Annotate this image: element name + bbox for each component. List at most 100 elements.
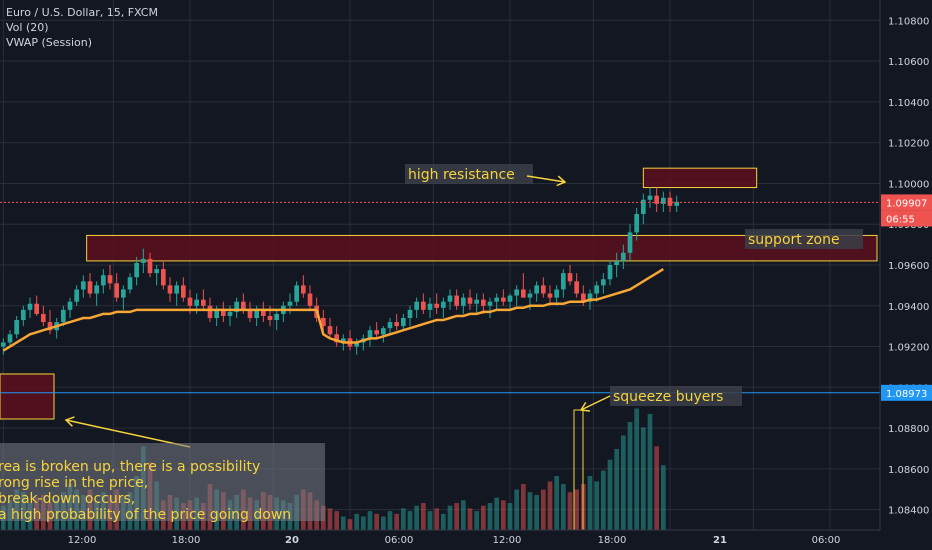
candle-body xyxy=(354,342,359,347)
candle-body xyxy=(381,328,386,335)
candle-body xyxy=(81,281,86,290)
support-zone-label-bg xyxy=(745,229,863,249)
candle-body xyxy=(154,269,159,274)
volume-bar xyxy=(481,505,486,530)
resistance-arrow xyxy=(526,175,566,183)
candle-body xyxy=(387,322,393,329)
time-tick-label: 21 xyxy=(713,535,727,546)
price-tick-label: 1.10000 xyxy=(888,179,929,190)
candle-body xyxy=(461,297,466,306)
volume-bar xyxy=(361,516,366,530)
candle-body xyxy=(534,285,539,294)
volume-bar xyxy=(401,508,406,530)
candle-body xyxy=(601,279,606,286)
volume-bar xyxy=(641,427,646,530)
candle-body xyxy=(647,195,653,200)
time-tick-label: 12:00 xyxy=(68,535,97,546)
volume-bar xyxy=(474,511,479,530)
volume-bar xyxy=(654,446,659,530)
volume-bar xyxy=(394,513,399,530)
candle-body xyxy=(101,275,106,286)
price-tick-label: 1.10400 xyxy=(888,98,929,109)
candle-body xyxy=(567,273,573,282)
candle-body xyxy=(341,338,346,343)
volume-bar xyxy=(634,408,639,530)
price-tick-label: 1.10200 xyxy=(888,139,929,150)
countdown-tag: 06:55 xyxy=(886,214,915,225)
candle-body xyxy=(114,283,119,298)
volume-bar xyxy=(494,497,499,530)
volume-bar xyxy=(507,503,513,530)
candle-body xyxy=(541,285,546,294)
candle-body xyxy=(521,289,526,298)
legend-vwap[interactable]: VWAP (Session) xyxy=(6,36,93,49)
candle-body xyxy=(434,303,439,308)
note-line: rea is broken up, there is a possibility xyxy=(0,459,260,475)
grid xyxy=(0,0,880,530)
volume-bar xyxy=(367,511,373,530)
volume-bar xyxy=(574,489,579,530)
volume-bar xyxy=(434,508,439,530)
candle-body xyxy=(187,297,193,306)
candle-body xyxy=(234,301,239,312)
candle-body xyxy=(21,309,26,321)
candle-body xyxy=(614,260,619,265)
volume-bar xyxy=(421,503,426,530)
note-box[interactable] xyxy=(0,443,325,521)
time-axis-bg xyxy=(0,530,932,550)
volume-bar xyxy=(374,513,379,530)
candle-body xyxy=(254,309,259,318)
candle-body xyxy=(561,273,566,290)
volume-bar xyxy=(587,476,593,530)
note-line: break-down occurs, xyxy=(0,491,135,507)
note-arrow xyxy=(65,419,191,448)
volume-bar xyxy=(614,449,619,530)
candle-body xyxy=(34,303,39,314)
candle-body xyxy=(401,318,406,327)
candle-body xyxy=(294,285,299,302)
blue-price-tag-bg xyxy=(881,384,932,401)
high-resistance-label[interactable]: high resistance xyxy=(408,167,515,183)
legend-volume[interactable]: Vol (20) xyxy=(6,21,49,34)
candle-body xyxy=(327,326,333,335)
candle-body xyxy=(367,330,373,339)
candle-body xyxy=(501,297,506,302)
candle-body xyxy=(574,281,579,294)
time-tick-label: 18:00 xyxy=(598,535,627,546)
volume-bar xyxy=(594,481,599,530)
volume-bar xyxy=(621,435,626,530)
time-tick-label: 06:00 xyxy=(812,535,841,546)
volume-bar xyxy=(567,492,573,530)
high-resistance-zone[interactable] xyxy=(642,167,758,189)
chart-legend: Euro / U.S. Dollar, 15, FXCM Vol (20) VW… xyxy=(6,5,158,50)
candle-body xyxy=(554,289,559,298)
price-tick-label: 1.08600 xyxy=(888,465,929,476)
candle-body xyxy=(161,269,166,286)
candle-body xyxy=(527,293,533,298)
candle-body xyxy=(47,322,53,331)
squeeze-buyers-label[interactable]: squeeze buyers xyxy=(613,389,723,405)
time-axis[interactable]: 12:00 18:00 20 06:00 12:00 18:00 21 06:00 xyxy=(0,529,932,550)
volume-bar xyxy=(447,505,453,530)
candle-body xyxy=(207,305,213,318)
candle-body xyxy=(587,293,593,302)
candle-body xyxy=(487,301,493,306)
candle-body xyxy=(467,297,473,304)
candle-body xyxy=(214,309,219,318)
left-zone-box[interactable] xyxy=(0,373,55,420)
legend-symbol[interactable]: Euro / U.S. Dollar, 15, FXCM xyxy=(6,6,158,19)
candle-body xyxy=(374,330,379,335)
candle-body xyxy=(167,285,173,294)
volume-bar xyxy=(661,465,666,530)
candle-body xyxy=(407,309,413,318)
support-zone-label[interactable]: support zone xyxy=(748,232,840,248)
candle-body xyxy=(67,301,73,310)
volume-bar xyxy=(354,513,359,530)
candle-body xyxy=(61,309,66,323)
candle-body xyxy=(307,293,313,306)
volume-bar xyxy=(554,476,559,530)
price-tick-label: 1.09400 xyxy=(888,302,929,313)
price-axis[interactable]: 1.108001.106001.104001.102001.100001.098… xyxy=(879,0,932,550)
candle-body xyxy=(87,281,93,294)
